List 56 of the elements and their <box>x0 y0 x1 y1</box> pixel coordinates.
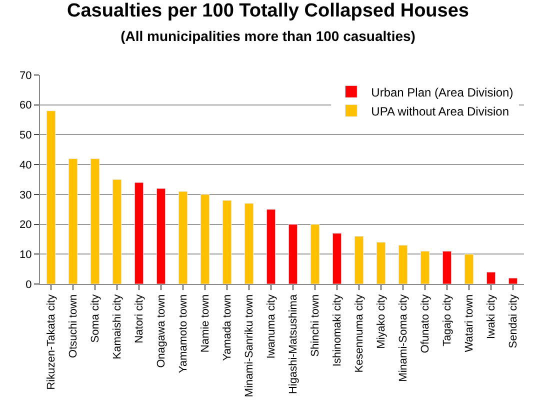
x-tick-label: Sendai city <box>508 294 520 348</box>
bar <box>244 203 254 284</box>
x-tick-label: Namie town <box>200 294 212 352</box>
y-tick-label: 20 <box>20 219 32 232</box>
y-tick-label: 10 <box>20 248 32 261</box>
chart-subtitle: (All municipalities more than 100 casualties) <box>120 28 416 44</box>
y-tick-label: 50 <box>20 130 32 142</box>
x-tick-label: Rikuzen-Takata city <box>46 294 58 390</box>
x-tick-label: Soma city <box>90 294 102 343</box>
bar <box>46 110 56 284</box>
bar <box>486 272 496 284</box>
x-tick-label: Otsuchi town <box>68 294 80 358</box>
x-tick-label: Tagajo city <box>442 294 454 346</box>
bar <box>310 224 320 284</box>
x-tick-label: Ofunato city <box>420 294 432 354</box>
legend-label: Urban Plan (Area Division) <box>371 85 514 100</box>
y-tick-label: 60 <box>20 100 32 112</box>
bar <box>90 158 100 284</box>
bar <box>222 200 232 284</box>
bar <box>464 254 474 284</box>
bar <box>134 182 144 284</box>
x-tick-label: Watari town <box>464 294 476 352</box>
x-tick-label: Shinchi town <box>310 294 322 357</box>
bar <box>508 278 518 284</box>
x-tick-label: Higashi-Matsushima <box>288 294 300 394</box>
y-tick-label: 30 <box>20 189 32 202</box>
x-tick-label: Onagawa town <box>156 294 168 368</box>
x-tick-label: Ishinomaki city <box>332 294 344 367</box>
x-tick-label: Miyako city <box>376 294 388 349</box>
bar <box>420 250 430 284</box>
bar <box>288 224 298 284</box>
legend-label: UPA without Area Division <box>371 104 510 118</box>
y-tick-label: 0 <box>26 278 32 291</box>
bar <box>442 250 452 284</box>
bar <box>68 158 78 284</box>
y-tick-label: 40 <box>20 159 32 172</box>
x-tick-label: Yamamoto town <box>178 294 190 374</box>
x-tick-label: Iwaki city <box>486 294 498 340</box>
x-tick-label: Natori city <box>134 294 146 344</box>
chart-title: Casualties per 100 Totally Collapsed Houses <box>67 0 469 22</box>
x-tick-label: Minami-Soma city <box>398 294 410 382</box>
bar <box>376 242 386 284</box>
y-tick-label: 70 <box>20 70 32 82</box>
x-tick-label: Kamaishi city <box>112 294 124 360</box>
bar <box>112 179 122 284</box>
bar <box>354 236 364 284</box>
bar <box>200 194 210 284</box>
x-tick-label: Yamada town <box>222 294 234 361</box>
bar <box>178 191 188 284</box>
x-tick-label: Iwanuma city <box>266 294 278 359</box>
x-tick-label: Kesennuma city <box>354 294 366 373</box>
bar <box>156 188 166 284</box>
bar <box>332 232 342 284</box>
bar <box>398 244 408 284</box>
bar <box>266 209 276 284</box>
x-tick-label: Minami-Sanriku town <box>244 294 256 398</box>
